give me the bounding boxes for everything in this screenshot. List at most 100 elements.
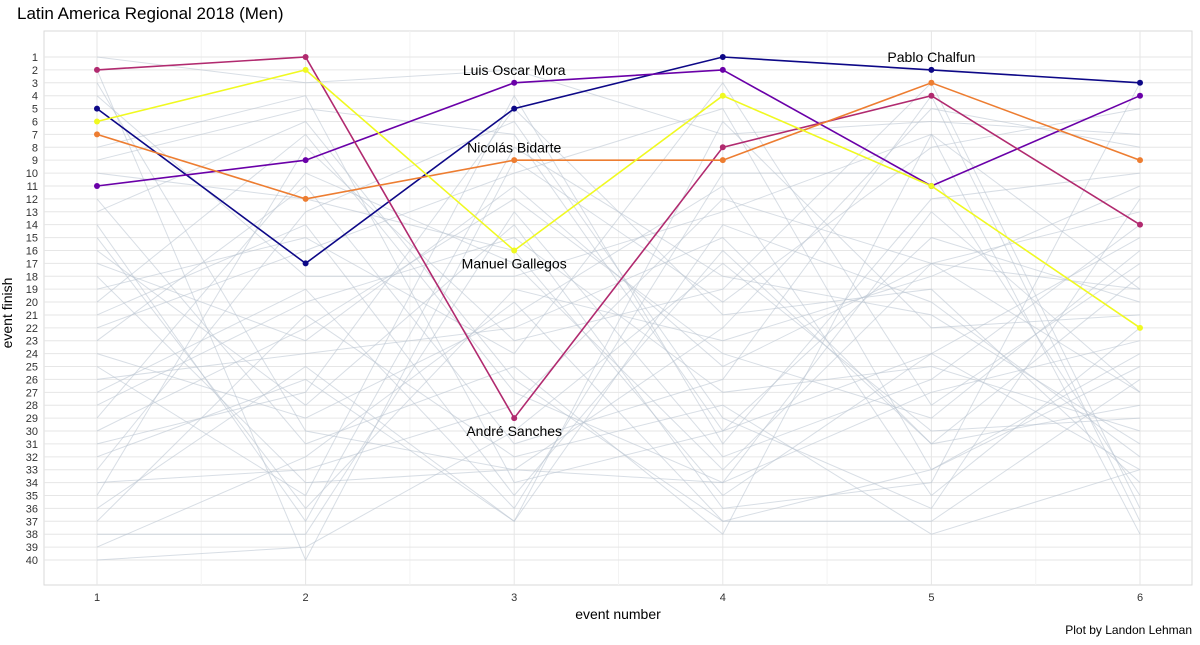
y-tick-label: 14 [26,220,38,232]
series-line [96,69,1141,187]
background-series-line [96,301,1141,548]
y-tick-label: 18 [26,271,38,283]
series-point [511,247,518,254]
chart-title: Latin America Regional 2018 (Men) [17,4,283,23]
y-tick-label: 35 [26,491,38,503]
y-tick-label: 28 [26,400,38,412]
series-point [94,182,100,189]
y-tick-label: 31 [26,439,38,451]
annotations: Luis Oscar Mora Nicolás Bidarte Manuel Gal… [462,49,976,439]
x-tick-label: 3 [511,592,517,604]
y-tick-label: 11 [27,181,38,193]
y-tick-label: 3 [32,78,38,90]
y-tick-label: 33 [26,465,38,477]
y-tick-label: 5 [32,104,38,116]
series-point [302,157,309,164]
y-tick-label: 22 [26,323,38,335]
background-series [96,56,1141,562]
series-point [511,105,518,112]
x-tick-label: 2 [303,592,309,604]
annotation-label: Nicolás Bidarte [467,139,561,155]
series-point [719,54,726,60]
annotation-label: Luis Oscar Mora [463,62,566,78]
x-axis-title: event number [575,606,661,622]
y-tick-label: 25 [26,362,38,374]
series-point [719,157,726,164]
y-tick-label: 7 [32,129,38,141]
y-tick-label: 20 [26,297,38,309]
series-point [1137,221,1143,228]
series-point [928,92,935,99]
y-tick-label: 26 [26,374,38,386]
background-series-line [96,81,1141,509]
background-series-line [96,120,1141,523]
y-tick-label: 36 [26,503,38,515]
y-tick-label: 23 [26,336,38,348]
y-tick-label: 32 [26,452,38,464]
y-tick-label: 6 [32,116,38,128]
y-axis-ticks: 1234567891011121314151617181920212223242… [26,52,38,567]
y-tick-label: 24 [26,349,38,361]
background-series-line [97,210,1141,535]
y-tick-label: 38 [26,529,38,541]
background-series-line [96,108,1141,471]
background-series-line [96,172,1141,471]
background-series-line [96,262,1141,561]
y-tick-label: 13 [26,207,38,219]
y-tick-label: 40 [26,555,38,567]
series-line [96,81,1141,200]
y-tick-label: 12 [26,194,38,206]
annotation-label: André Sanches [466,423,562,439]
series-point [94,105,100,112]
series-point [302,260,309,267]
background-series-line [96,120,1141,510]
x-tick-label: 1 [94,592,100,604]
y-tick-label: 17 [26,258,38,270]
series-point [94,66,100,73]
background-series-line [96,108,1141,484]
series-point [719,92,726,99]
series-point [928,79,935,86]
y-tick-label: 15 [26,233,38,245]
series-point [719,66,726,73]
series-point [302,195,309,202]
y-tick-label: 37 [26,516,38,528]
annotation-label: Pablo Chalfun [887,49,975,65]
y-tick-label: 2 [32,65,38,77]
background-series-line [96,198,1141,432]
series-point [1137,92,1143,99]
series-point [511,157,518,164]
background-series-line [96,81,1141,406]
highlighted-series [96,56,1141,420]
background-series-line [96,107,1141,483]
background-series-line [96,120,1141,522]
series-point [1137,324,1143,331]
series-line [96,56,1141,265]
y-tick-label: 27 [26,387,38,399]
series-point [302,54,309,60]
series-points [94,54,1143,422]
x-tick-label: 5 [928,592,934,604]
series-point [511,415,518,422]
x-axis-ticks: 1 2 3 4 5 6 [94,592,1143,604]
y-axis-title: event finish [0,278,15,349]
y-tick-label: 16 [26,245,38,257]
y-tick-label: 29 [26,413,38,425]
x-tick-label: 6 [1137,592,1143,604]
background-series-line [96,82,1141,484]
y-tick-label: 39 [26,542,38,554]
series-line [96,56,1141,420]
background-series-line [96,172,1141,510]
series-point [511,79,518,86]
series-point [1137,79,1143,86]
series-point [928,182,935,189]
series-point [94,131,100,138]
background-series-line [96,314,1141,535]
y-tick-label: 21 [26,310,38,322]
series-point [1137,157,1143,164]
y-tick-label: 10 [26,168,38,180]
y-tick-label: 9 [32,155,38,167]
series-point [928,66,935,73]
series-point [302,66,309,73]
